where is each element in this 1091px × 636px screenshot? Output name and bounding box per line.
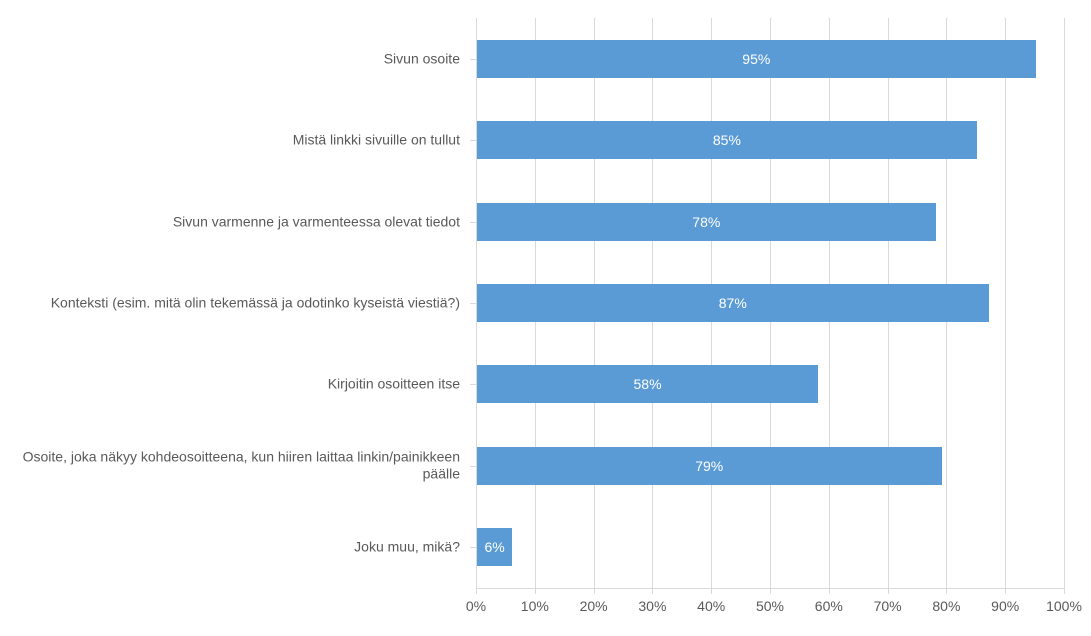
y-label-area: Sivun osoite Mistä linkki sivuille on tul… xyxy=(0,18,460,588)
x-tick-label: 10% xyxy=(521,598,549,614)
x-tick xyxy=(829,588,830,594)
x-tick-label: 30% xyxy=(638,598,666,614)
bar-value-label: 95% xyxy=(742,51,770,67)
gridline xyxy=(1064,18,1065,588)
x-tick xyxy=(1005,588,1006,594)
bar-value-label: 87% xyxy=(719,295,747,311)
bar: 85% xyxy=(477,121,977,159)
x-tick xyxy=(1064,588,1065,594)
x-tick xyxy=(888,588,889,594)
category-label: Sivun varmenne ja varmenteessa olevat ti… xyxy=(0,213,460,231)
category-label: Kirjoitin osoitteen itse xyxy=(0,376,460,394)
x-tick-label: 60% xyxy=(815,598,843,614)
bar-value-label: 58% xyxy=(634,376,662,392)
x-tick xyxy=(770,588,771,594)
category-label: Mistä linkki sivuille on tullut xyxy=(0,131,460,149)
bar: 87% xyxy=(477,284,989,322)
y-tick xyxy=(470,466,476,467)
bar-value-label: 79% xyxy=(695,458,723,474)
category-label: Sivun osoite xyxy=(0,50,460,68)
x-tick xyxy=(711,588,712,594)
x-tick-label: 20% xyxy=(580,598,608,614)
plot-area: 0%10%20%30%40%50%60%70%80%90%100%95%85%7… xyxy=(476,18,1064,588)
x-tick xyxy=(535,588,536,594)
x-tick xyxy=(594,588,595,594)
category-label: Osoite, joka näkyy kohdeosoitteena, kun … xyxy=(0,448,460,483)
y-tick xyxy=(470,303,476,304)
x-tick-label: 50% xyxy=(756,598,784,614)
bar-value-label: 85% xyxy=(713,132,741,148)
bar-value-label: 6% xyxy=(485,539,505,555)
x-tick xyxy=(946,588,947,594)
bar: 58% xyxy=(477,365,818,403)
category-label: Joku muu, mikä? xyxy=(0,539,460,557)
gridline xyxy=(1005,18,1006,588)
x-tick-label: 90% xyxy=(991,598,1019,614)
x-tick-label: 40% xyxy=(697,598,725,614)
category-label: Konteksti (esim. mitä olin tekemässä ja … xyxy=(0,294,460,312)
horizontal-bar-chart: 0% 10% 20% 30% 40% 50% 60% 70% 80% 90% 100% 95% 85% 7… xyxy=(0,0,1091,636)
x-tick-label: 80% xyxy=(932,598,960,614)
y-tick xyxy=(470,547,476,548)
x-tick-label: 0% xyxy=(466,598,486,614)
x-tick xyxy=(476,588,477,594)
bar: 95% xyxy=(477,40,1036,78)
bar: 78% xyxy=(477,203,936,241)
bar: 6% xyxy=(477,528,512,566)
bar: 79% xyxy=(477,447,942,485)
x-tick-label: 70% xyxy=(874,598,902,614)
y-tick xyxy=(470,384,476,385)
y-tick xyxy=(470,222,476,223)
x-tick-label: 100% xyxy=(1046,598,1082,614)
y-tick xyxy=(470,59,476,60)
x-tick xyxy=(652,588,653,594)
y-tick xyxy=(470,140,476,141)
bar-value-label: 78% xyxy=(692,214,720,230)
